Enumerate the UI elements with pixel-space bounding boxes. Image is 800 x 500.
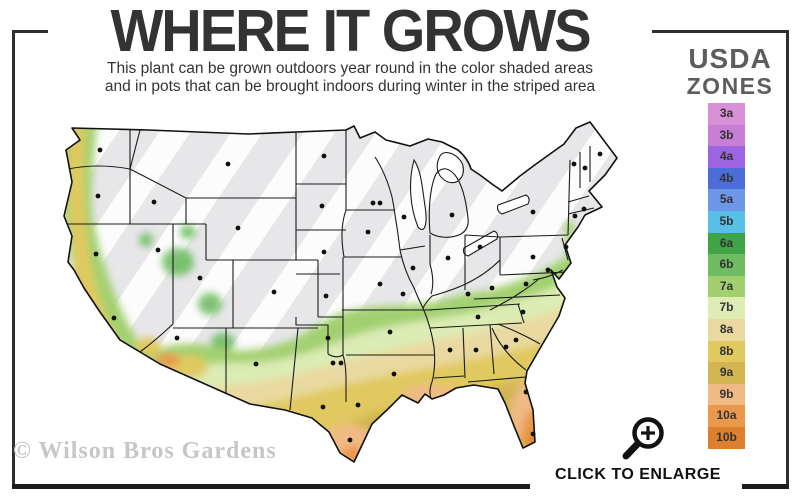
frame-top-left bbox=[12, 30, 48, 33]
watermark: © Wilson Bros Gardens bbox=[13, 438, 277, 464]
frame-top-right bbox=[652, 30, 789, 33]
zone-swatch-6b: 6b bbox=[708, 254, 745, 276]
zone-swatch-4b: 4b bbox=[708, 167, 745, 190]
zone-swatch-8a: 8a bbox=[708, 318, 745, 341]
us-outline bbox=[63, 121, 618, 463]
enlarge-label[interactable]: CLICK TO ENLARGE bbox=[555, 466, 721, 483]
region-basin-patches bbox=[139, 225, 235, 351]
region-west-yellow bbox=[68, 128, 122, 350]
lake-ontario bbox=[496, 194, 530, 215]
frame-bottom-left bbox=[12, 484, 530, 489]
city-dots bbox=[93, 147, 603, 443]
page-subtitle: This plant can be grown outdoors year ro… bbox=[30, 60, 670, 96]
zone-swatch-8b: 8b bbox=[708, 340, 745, 363]
map-figure[interactable] bbox=[28, 112, 668, 472]
frame-left bbox=[12, 30, 15, 489]
zone-swatch-5b: 5b bbox=[708, 210, 745, 233]
zone-list: 3a 3b 4a 4b 5a 5b 6a 6b 7a 7b 8a 8b 9a 9b 10a 10b bbox=[708, 103, 745, 449]
zone-swatch-10a: 10a bbox=[708, 405, 745, 427]
frame-right bbox=[786, 30, 789, 489]
zone-swatch-5a: 5a bbox=[708, 189, 745, 211]
legend-heading-usda: USDA bbox=[688, 43, 772, 74]
zone-swatch-3b: 3b bbox=[708, 124, 745, 147]
legend-heading-zones: ZONES bbox=[686, 73, 774, 99]
zone-swatch-9a: 9a bbox=[708, 362, 745, 384]
lake-erie bbox=[462, 230, 499, 257]
patch-la-peach bbox=[400, 385, 456, 403]
us-map bbox=[63, 121, 618, 463]
zone-swatch-7a: 7a bbox=[708, 275, 745, 298]
zone-swatch-9b: 9b bbox=[708, 383, 745, 406]
frame-bottom-right bbox=[742, 484, 789, 489]
magnifier-icon[interactable] bbox=[616, 410, 674, 468]
state-borders bbox=[67, 129, 595, 411]
patch-ca-az-gold bbox=[136, 337, 160, 357]
patch-tx-peach bbox=[322, 424, 374, 462]
subtitle-line-2: and in pots that can be brought indoors … bbox=[104, 78, 596, 95]
michigan-mitten bbox=[428, 168, 469, 238]
page-title: WHERE IT GROWS bbox=[110, 0, 591, 64]
zone-swatch-3a: 3a bbox=[708, 103, 745, 125]
great-lakes bbox=[410, 152, 530, 257]
zone-swatch-7b: 7b bbox=[708, 297, 745, 319]
legend-heading: USDA ZONES bbox=[678, 44, 782, 99]
subtitle-line-1: This plant can be grown outdoors year ro… bbox=[107, 60, 593, 77]
zone-swatch-4a: 4a bbox=[708, 146, 745, 168]
patch-az-orange bbox=[156, 353, 180, 367]
zone-swatch-10b: 10b bbox=[708, 426, 745, 449]
zone-swatch-6a: 6a bbox=[708, 232, 745, 255]
lake-michigan bbox=[410, 158, 427, 231]
